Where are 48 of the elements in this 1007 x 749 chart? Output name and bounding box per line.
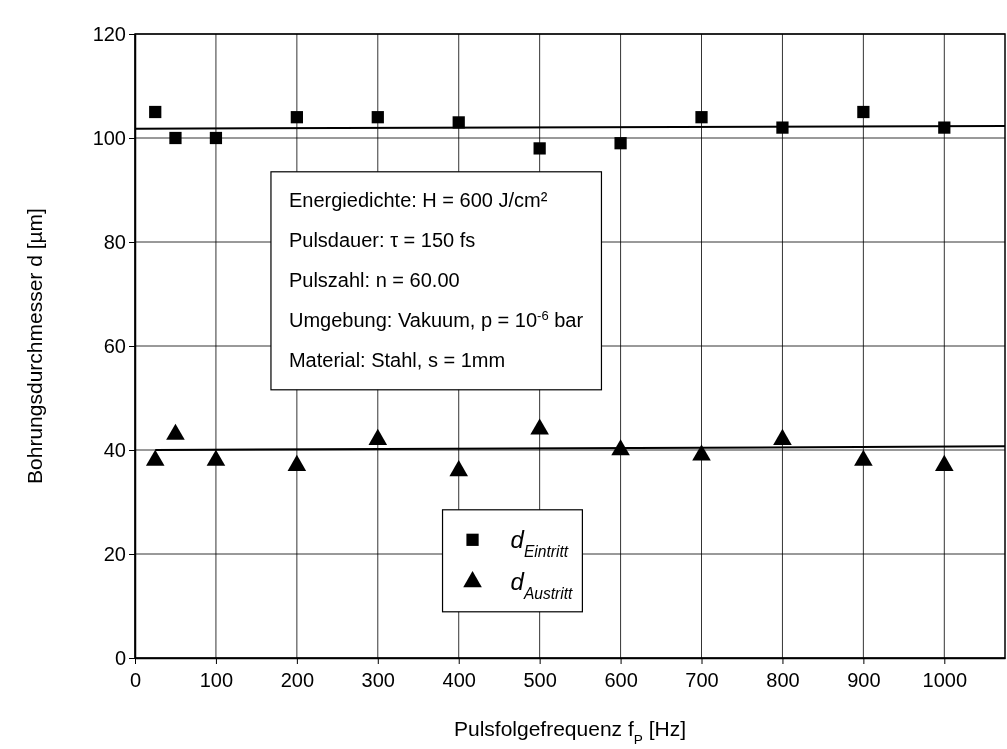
point [290,111,303,124]
y-tick-label: 80 [103,230,126,253]
point [854,449,873,466]
y-axis-title: Bohrungsdurchmesser d [µm] [23,208,46,484]
y-tick-label: 40 [103,438,126,461]
point [692,444,711,461]
annotation: Material: Stahl, s = 1mm [288,348,506,371]
x-tick-label: 600 [604,669,638,691]
point [287,454,307,471]
legend-label: d$_{Eintritt}$ [510,525,569,560]
point [368,428,388,445]
x-tick-label: 1000 [922,669,968,691]
x-tick-label: 0 [129,669,142,691]
y-tick-label: 100 [92,126,126,149]
annotation: Energiedichte: H = 600 J/cm² [288,188,548,211]
point [166,423,185,440]
x-tick-label: 300 [361,669,395,691]
point [371,111,384,124]
point [614,137,627,150]
point [935,454,954,471]
x-tick-label: 500 [523,669,557,691]
x-tick-label: 700 [685,669,719,691]
point [145,449,165,466]
annotation: Pulszahl: n = 60.00 [288,268,460,291]
annotation: Umgebung: Vakuum, p = 10$^{-6}$ bar [288,307,584,331]
point [449,460,469,477]
point [149,105,162,119]
point [773,428,792,445]
legend-label: d$_{Austritt}$ [510,567,574,602]
point [206,449,226,466]
x-tick-label: 400 [442,669,476,691]
x-axis-title: Pulsfolgefrequenz f$_{P}$ [Hz] [453,717,687,747]
point [776,121,789,134]
x-tick-label: 800 [766,669,800,691]
x-tick-label: 100 [199,669,234,691]
point [695,111,708,124]
point [209,131,223,145]
y-tick-label: 60 [103,334,126,357]
point [533,142,546,155]
y-tick-label: 0 [114,646,126,669]
y-tick-label: 120 [92,22,126,45]
point [857,105,870,119]
y-tick-label: 20 [103,542,126,565]
point [169,131,182,145]
x-tick-label: 200 [280,669,315,691]
annotation: Pulsdauer: τ = 150 fs [288,228,476,251]
x-tick-label: 900 [847,669,881,691]
point [530,418,549,435]
